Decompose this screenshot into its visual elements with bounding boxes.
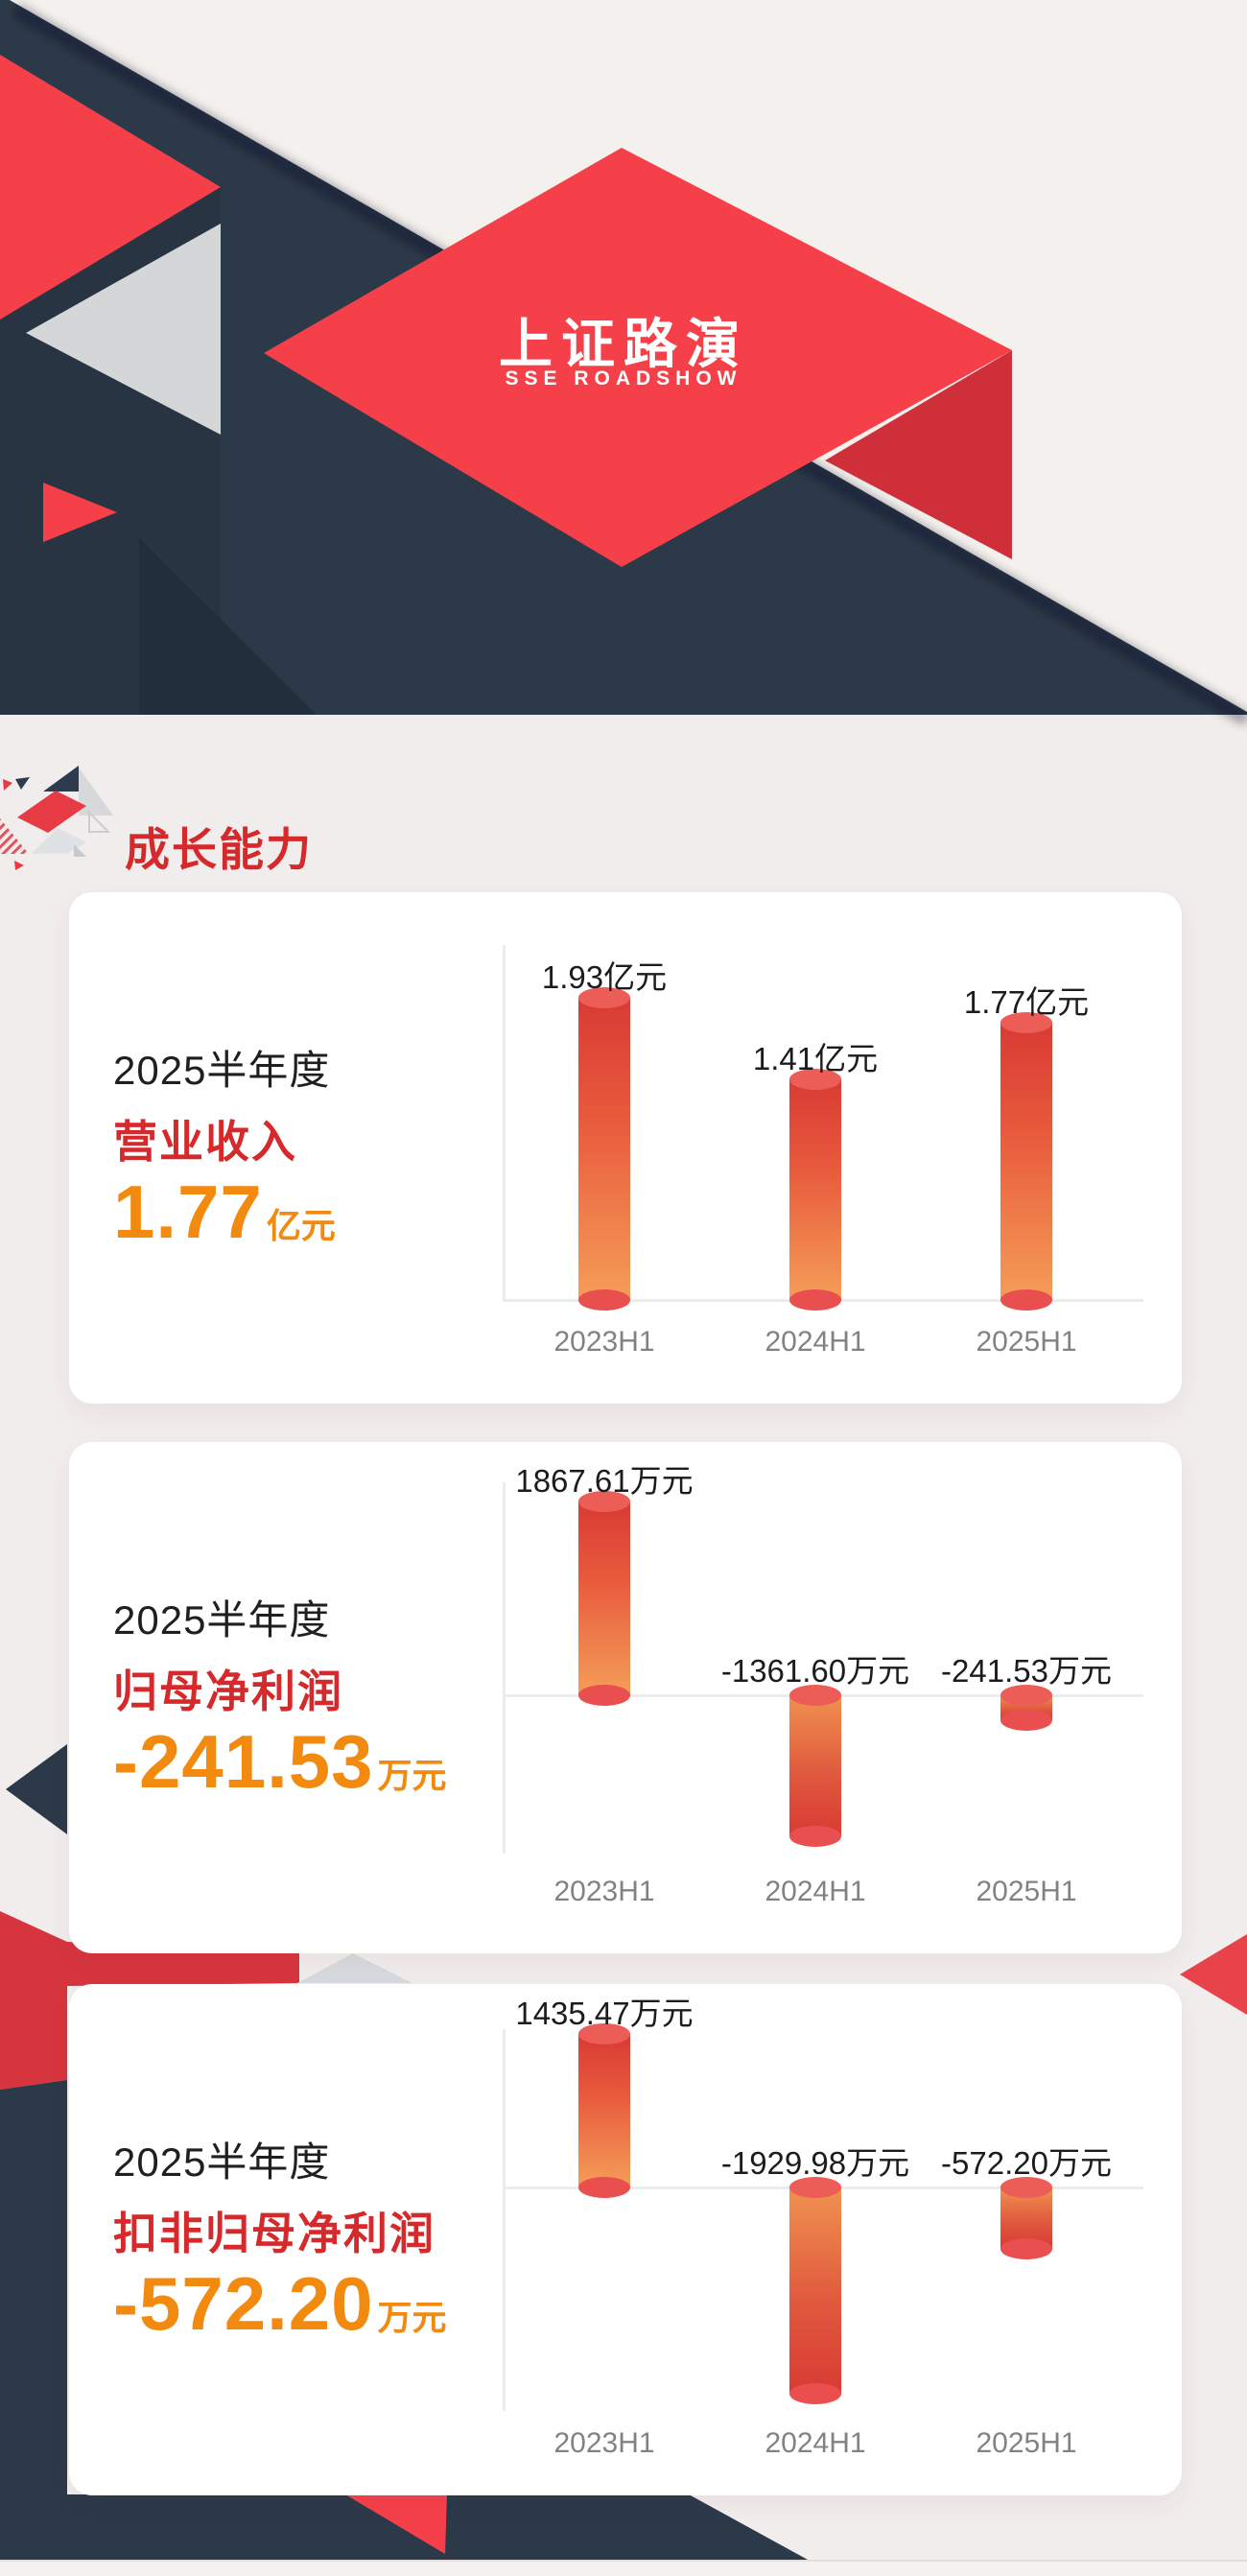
header-red-fold-triangle (825, 350, 1012, 559)
footer-red-triangle (345, 2494, 447, 2554)
deducted-net-profit-bar-chart: 1435.47万元 2023H1 -1929.98万元 2024H1 -572.20万元… (69, 1984, 1182, 2495)
red-ribbon (0, 1911, 299, 2090)
x-axis-label: 2023H1 (553, 2427, 655, 2459)
x-axis-label: 2024H1 (765, 1876, 866, 1907)
bar-cylinder-bottom (1000, 1289, 1052, 1311)
bar-value-label: -241.53万元 (941, 1653, 1112, 1689)
bar-value-label: 1.41亿元 (752, 1040, 879, 1076)
period-label: 2025半年度 (113, 2139, 331, 2185)
right-red-wedge (1180, 1934, 1247, 2015)
left-navy-chevron (6, 1744, 67, 1834)
net-profit-card: 2025半年度 归母净利润 -241.53 万元 1867.61万元 2023H1 -… (69, 1442, 1182, 1953)
deducted-net-profit-card: 2025半年度 扣非归母净利润 -572.20 万元 1435.47万元 2023H… (69, 1984, 1182, 2495)
bar-cylinder-top (789, 1068, 841, 1090)
bar-cylinder-top (578, 1490, 630, 1512)
bar-cylinder-top (578, 2023, 630, 2044)
footer-strip (0, 2562, 1247, 2576)
x-axis-label: 2025H1 (976, 1876, 1077, 1907)
header-small-red-triangle (43, 483, 117, 542)
metric-value: -572.20 万元 (113, 2260, 447, 2348)
metric-value-unit: 亿元 (266, 1206, 336, 1245)
header-red-diamond (264, 148, 1012, 567)
metric-value-number: 1.77 (113, 1170, 263, 1254)
bar-cylinder (789, 2187, 841, 2395)
header-red-triangle-left (0, 55, 221, 319)
x-axis-label: 2024H1 (765, 2427, 866, 2459)
bar-cylinder-top (789, 1685, 841, 1706)
bar-value-label: 1.93亿元 (541, 959, 668, 996)
metric-value-number: -572.20 (113, 2261, 374, 2346)
y-axis-line (503, 1482, 506, 1855)
metric-label: 营业收入 (113, 1117, 297, 1167)
bar-cylinder-top (578, 987, 630, 1009)
y-axis-line (503, 945, 506, 1302)
section-icon-cluster (0, 766, 113, 870)
metric-value: -241.53 万元 (113, 1718, 447, 1806)
revenue-bar-chart: 1.93亿元 2023H1 1.41亿元 2024H1 1.77亿元 2025H1 (69, 892, 1182, 1404)
bar-cylinder-bottom (789, 1826, 841, 1848)
bar-cylinder (789, 1695, 841, 1837)
bar-cylinder (578, 1501, 630, 1695)
bar-cylinder-bottom (578, 1289, 630, 1311)
bar-cylinder (578, 2034, 630, 2187)
x-axis-label: 2023H1 (553, 1326, 655, 1358)
footer-hairline (0, 2560, 1247, 2562)
bar-cylinder-bottom (789, 2383, 841, 2405)
bar-cylinder (1000, 1023, 1052, 1300)
bar-value-label: 1867.61万元 (515, 1462, 694, 1499)
bar-cylinder-bottom (578, 2177, 630, 2198)
bar-cylinder-top (1000, 1685, 1052, 1706)
y-axis-line (503, 2029, 506, 2412)
net-profit-bar-chart: 1867.61万元 2023H1 -1361.60万元 2024H1 -241.53万元… (69, 1442, 1182, 1953)
revenue-card: 2025半年度 营业收入 1.77 亿元 1.93亿元 2023H1 1.41亿元 20… (69, 892, 1182, 1404)
metric-label: 扣非归母净利润 (113, 2209, 435, 2258)
bar-cylinder-bottom (1000, 2237, 1052, 2259)
metric-value: 1.77 亿元 (113, 1169, 336, 1256)
section-title: 成长能力 (125, 824, 313, 876)
gap-gray-triangle (297, 1953, 412, 1983)
bar-cylinder-bottom (578, 1685, 630, 1706)
bar-cylinder (578, 998, 630, 1300)
header-gray-play-triangle (26, 224, 221, 435)
logo-title: 上证路演 (499, 314, 748, 374)
header-navy-shade-small (139, 537, 317, 715)
metric-value-unit: 万元 (377, 2298, 447, 2337)
bar-cylinder-top (789, 2177, 841, 2198)
bar-value-label: -1929.98万元 (720, 2145, 910, 2181)
bar-value-label: -572.20万元 (941, 2145, 1112, 2181)
bar-cylinder (789, 1078, 841, 1300)
period-label: 2025半年度 (113, 1597, 331, 1642)
logo-subtitle: SSE ROADSHOW (505, 367, 742, 390)
metric-value-unit: 万元 (377, 1756, 447, 1795)
x-axis-label: 2024H1 (765, 1326, 866, 1358)
x-axis-label: 2025H1 (976, 1326, 1077, 1358)
bar-cylinder-bottom (1000, 1710, 1052, 1732)
bar-value-label: -1361.60万元 (720, 1653, 910, 1689)
footer-navy-polygon (0, 2080, 808, 2560)
period-label: 2025半年度 (113, 1048, 331, 1093)
bar-cylinder-top (1000, 2177, 1052, 2198)
bar-value-label: 1435.47万元 (515, 1996, 694, 2031)
bar-value-label: 1.77亿元 (963, 984, 1090, 1021)
bar-cylinder-top (1000, 1012, 1052, 1034)
metric-label: 归母净利润 (113, 1666, 343, 1716)
bar-cylinder-bottom (789, 1289, 841, 1311)
x-axis-label: 2025H1 (976, 2427, 1077, 2459)
metric-value-number: -241.53 (113, 1719, 374, 1804)
x-axis-label: 2023H1 (553, 1876, 655, 1907)
